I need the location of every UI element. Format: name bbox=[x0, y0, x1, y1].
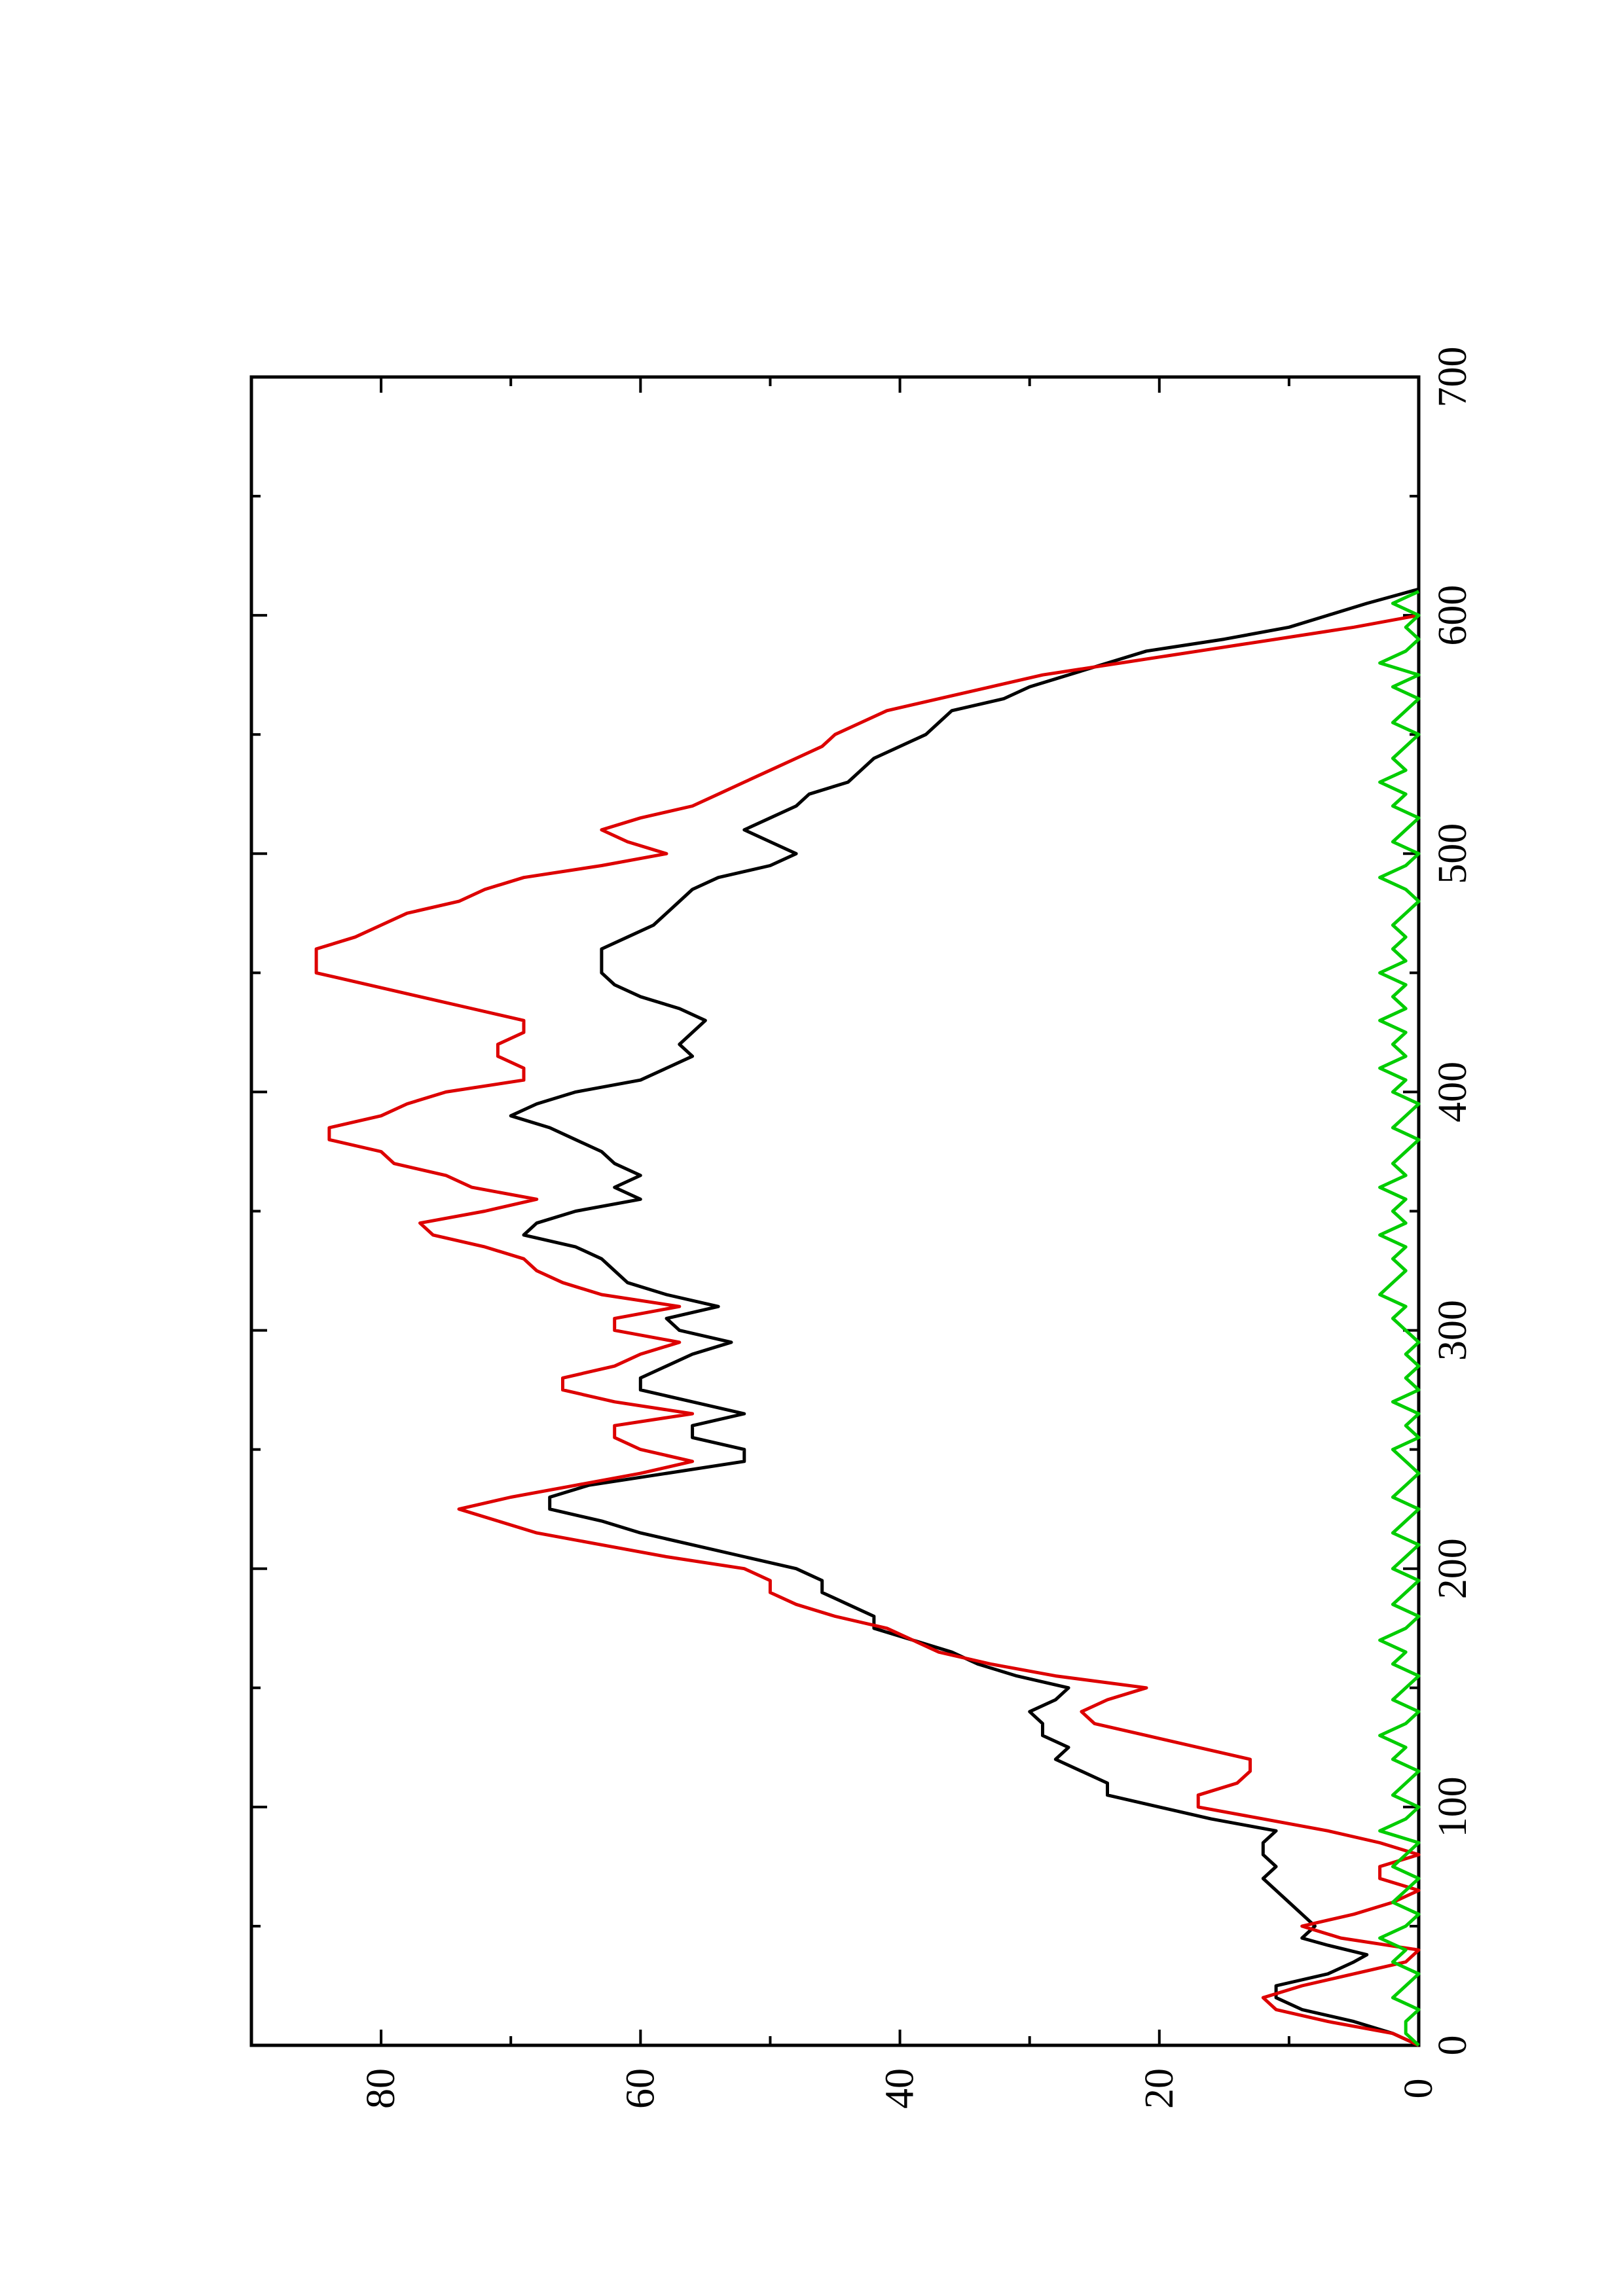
y-tick-label: 20 bbox=[1137, 2068, 1182, 2109]
x-tick-label: 500 bbox=[1431, 823, 1475, 884]
x-tick-label: 300 bbox=[1431, 1300, 1475, 1361]
axis-tick-labels: 0 100 200 300 400 500 600 700 0 20 40 60 80 bbox=[359, 347, 1475, 2109]
x-tick-label: 0 bbox=[1431, 2036, 1475, 2056]
x-tick-label: 100 bbox=[1431, 1776, 1475, 1837]
series-line-3 bbox=[1378, 590, 1421, 2047]
axis-ticks bbox=[250, 376, 1420, 2047]
series-line-2 bbox=[314, 613, 1421, 2047]
x-tick-label: 200 bbox=[1431, 1538, 1475, 1599]
plot-frame bbox=[249, 375, 1421, 2047]
x-tick-label: 400 bbox=[1431, 1062, 1475, 1122]
data-series bbox=[314, 587, 1421, 2047]
series-line-1 bbox=[509, 587, 1420, 2047]
y-tick-label: 0 bbox=[1396, 2079, 1441, 2099]
y-tick-label: 80 bbox=[359, 2068, 403, 2109]
x-tick-label: 600 bbox=[1431, 585, 1475, 646]
x-tick-label: 700 bbox=[1431, 347, 1475, 408]
y-tick-label: 60 bbox=[618, 2068, 663, 2109]
y-tick-label: 40 bbox=[878, 2068, 922, 2109]
